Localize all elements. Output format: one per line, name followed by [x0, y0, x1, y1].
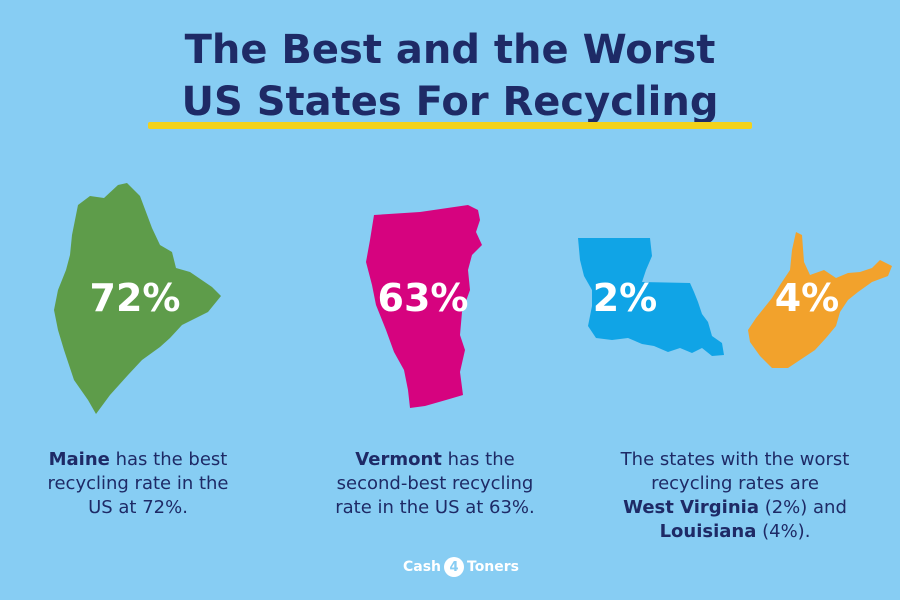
west-virginia-map [748, 232, 892, 368]
maine-map [54, 183, 221, 414]
louisiana-rate: 2% [592, 276, 658, 320]
worst-caption-text3: (2%) and [758, 497, 847, 518]
cash4toners-logo: Cash 4 Toners [396, 554, 526, 580]
title-line-1: The Best and the Worst [184, 27, 716, 73]
logo-part2: Toners [467, 559, 520, 575]
vermont-caption-text1: has the [441, 449, 515, 470]
infographic-title: The Best and the Worst US States For Rec… [0, 24, 900, 128]
west-virginia-rate: 4% [774, 276, 840, 320]
louisiana-map [578, 238, 724, 356]
vermont-rate: 63% [377, 276, 469, 320]
worst-caption-text1: The states with the worst [620, 449, 850, 470]
worst-caption-text4: (4%). [756, 521, 811, 542]
maine-rate: 72% [89, 276, 181, 320]
vermont-caption-text2: second-best recycling [336, 473, 534, 494]
worst-caption-text2: recycling rates are [651, 473, 819, 494]
maine-caption-state: Maine [48, 449, 110, 470]
worst-caption-state2: Louisiana [659, 521, 757, 542]
vermont-caption-state: Vermont [355, 449, 442, 470]
title-underline [148, 122, 752, 129]
maine-caption-text3: US at 72%. [88, 497, 188, 518]
maine-caption: Maine has the best recycling rate in the… [22, 448, 254, 520]
vermont-caption-text3: rate in the US at 63%. [335, 497, 535, 518]
maine-caption-text1: has the best [109, 449, 228, 470]
maine-caption-text2: recycling rate in the [47, 473, 229, 494]
vermont-map [366, 205, 482, 408]
logo-part1: Cash [402, 559, 441, 575]
vermont-caption: Vermont has the second-best recycling ra… [305, 448, 565, 520]
worst-caption-state1: West Virginia [623, 497, 759, 518]
title-line-2: US States For Recycling [181, 79, 719, 125]
worst-states-caption: The states with the worst recycling rate… [590, 448, 880, 544]
logo-badge: 4 [444, 557, 464, 577]
